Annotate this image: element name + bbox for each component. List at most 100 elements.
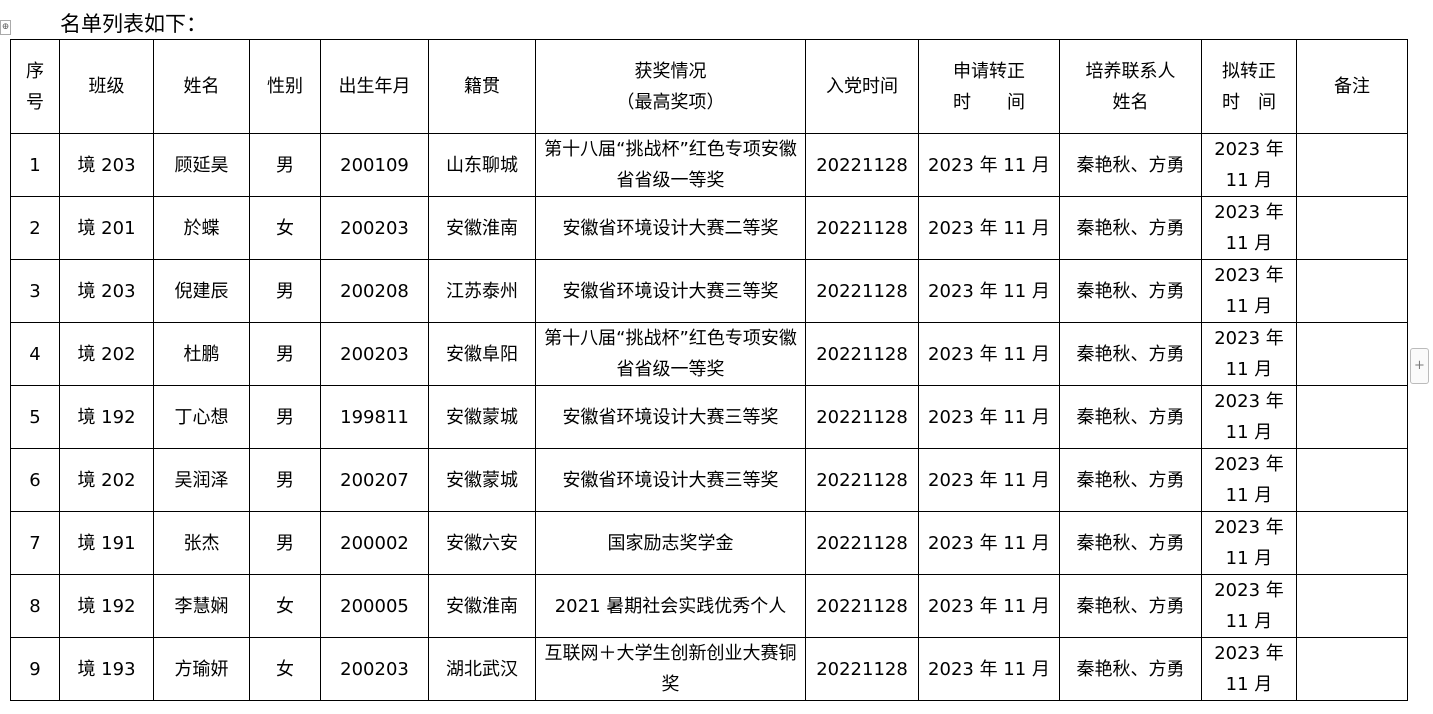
table-cell[interactable]: 秦艳秋、方勇 xyxy=(1059,259,1202,323)
table-cell[interactable]: 200207 xyxy=(320,448,429,512)
table-cell[interactable]: 20221128 xyxy=(805,196,919,260)
table-cell[interactable]: 境 201 xyxy=(59,196,154,260)
table-cell[interactable]: 男 xyxy=(249,511,321,575)
table-cell[interactable]: 20221128 xyxy=(805,637,919,701)
table-cell[interactable]: 20221128 xyxy=(805,385,919,449)
table-cell[interactable]: 2023 年 11 月 xyxy=(1201,259,1297,323)
table-cell[interactable] xyxy=(1296,574,1408,638)
table-cell[interactable]: 安徽淮南 xyxy=(428,574,536,638)
table-cell[interactable]: 於蝶 xyxy=(153,196,250,260)
table-cell[interactable]: 境 192 xyxy=(59,574,154,638)
table-cell[interactable]: 秦艳秋、方勇 xyxy=(1059,133,1202,197)
table-cell[interactable]: 秦艳秋、方勇 xyxy=(1059,637,1202,701)
table-cell[interactable]: 杜鹏 xyxy=(153,322,250,386)
table-cell[interactable]: 2023 年 11 月 xyxy=(918,637,1060,701)
table-cell[interactable]: 20221128 xyxy=(805,448,919,512)
table-cell[interactable]: 1 xyxy=(10,133,60,197)
table-cell[interactable]: 安徽省环境设计大赛三等奖 xyxy=(535,385,806,449)
table-cell[interactable] xyxy=(1296,637,1408,701)
table-cell[interactable]: 2 xyxy=(10,196,60,260)
table-cell[interactable]: 2023 年 11 月 xyxy=(1201,133,1297,197)
table-cell[interactable]: 倪建辰 xyxy=(153,259,250,323)
table-cell[interactable]: 200002 xyxy=(320,511,429,575)
table-cell[interactable]: 境 203 xyxy=(59,133,154,197)
table-cell[interactable]: 5 xyxy=(10,385,60,449)
table-cell[interactable]: 2023 年 11 月 xyxy=(1201,448,1297,512)
table-cell[interactable]: 200208 xyxy=(320,259,429,323)
table-cell[interactable]: 安徽六安 xyxy=(428,511,536,575)
table-cell[interactable]: 2023 年 11 月 xyxy=(918,385,1060,449)
table-cell[interactable]: 丁心想 xyxy=(153,385,250,449)
table-cell[interactable]: 2023 年 11 月 xyxy=(918,259,1060,323)
table-cell[interactable]: 安徽省环境设计大赛三等奖 xyxy=(535,448,806,512)
table-cell[interactable]: 2023 年 11 月 xyxy=(1201,511,1297,575)
table-cell[interactable] xyxy=(1296,511,1408,575)
table-cell[interactable]: 200203 xyxy=(320,637,429,701)
table-cell[interactable]: 境 193 xyxy=(59,637,154,701)
table-cell[interactable]: 秦艳秋、方勇 xyxy=(1059,574,1202,638)
table-cell[interactable]: 20221128 xyxy=(805,574,919,638)
table-cell[interactable]: 顾延昊 xyxy=(153,133,250,197)
table-cell[interactable] xyxy=(1296,259,1408,323)
table-cell[interactable]: 秦艳秋、方勇 xyxy=(1059,322,1202,386)
table-cell[interactable]: 互联网＋大学生创新创业大赛铜奖 xyxy=(535,637,806,701)
table-cell[interactable] xyxy=(1296,196,1408,260)
table-cell[interactable] xyxy=(1296,448,1408,512)
table-cell[interactable]: 安徽蒙城 xyxy=(428,448,536,512)
table-cell[interactable]: 境 191 xyxy=(59,511,154,575)
table-cell[interactable]: 2023 年 11 月 xyxy=(918,448,1060,512)
table-cell[interactable]: 男 xyxy=(249,322,321,386)
table-cell[interactable]: 秦艳秋、方勇 xyxy=(1059,511,1202,575)
table-cell[interactable]: 吴润泽 xyxy=(153,448,250,512)
table-cell[interactable]: 境 203 xyxy=(59,259,154,323)
table-cell[interactable]: 2023 年 11 月 xyxy=(918,196,1060,260)
table-cell[interactable]: 男 xyxy=(249,385,321,449)
table-cell[interactable]: 第十八届“挑战杯”红色专项安徽省省级一等奖 xyxy=(535,322,806,386)
table-cell[interactable]: 2023 年 11 月 xyxy=(918,133,1060,197)
table-cell[interactable] xyxy=(1296,133,1408,197)
table-cell[interactable]: 张杰 xyxy=(153,511,250,575)
table-cell[interactable]: 男 xyxy=(249,133,321,197)
table-cell[interactable]: 200005 xyxy=(320,574,429,638)
add-column-plus-icon[interactable]: + xyxy=(1410,348,1429,384)
table-cell[interactable]: 安徽省环境设计大赛二等奖 xyxy=(535,196,806,260)
table-cell[interactable]: 男 xyxy=(249,448,321,512)
table-cell[interactable]: 2023 年 11 月 xyxy=(918,322,1060,386)
table-cell[interactable]: 境 202 xyxy=(59,448,154,512)
table-move-handle-icon[interactable]: ⊕ xyxy=(0,20,11,35)
table-cell[interactable]: 安徽阜阳 xyxy=(428,322,536,386)
table-cell[interactable]: 江苏泰州 xyxy=(428,259,536,323)
table-cell[interactable]: 国家励志奖学金 xyxy=(535,511,806,575)
table-cell[interactable]: 2023 年 11 月 xyxy=(1201,196,1297,260)
table-cell[interactable]: 安徽蒙城 xyxy=(428,385,536,449)
table-cell[interactable]: 李慧娴 xyxy=(153,574,250,638)
table-cell[interactable]: 女 xyxy=(249,574,321,638)
table-cell[interactable]: 第十八届“挑战杯”红色专项安徽省省级一等奖 xyxy=(535,133,806,197)
table-cell[interactable]: 秦艳秋、方勇 xyxy=(1059,448,1202,512)
table-cell[interactable]: 境 202 xyxy=(59,322,154,386)
table-cell[interactable]: 2023 年 11 月 xyxy=(918,511,1060,575)
table-cell[interactable]: 女 xyxy=(249,196,321,260)
table-cell[interactable]: 2023 年 11 月 xyxy=(1201,322,1297,386)
table-cell[interactable] xyxy=(1296,385,1408,449)
table-cell[interactable]: 方瑜妍 xyxy=(153,637,250,701)
table-cell[interactable]: 20221128 xyxy=(805,133,919,197)
table-cell[interactable]: 秦艳秋、方勇 xyxy=(1059,196,1202,260)
table-cell[interactable] xyxy=(1296,322,1408,386)
table-cell[interactable]: 2023 年 11 月 xyxy=(1201,637,1297,701)
table-cell[interactable]: 200203 xyxy=(320,196,429,260)
table-cell[interactable]: 安徽省环境设计大赛三等奖 xyxy=(535,259,806,323)
table-cell[interactable]: 199811 xyxy=(320,385,429,449)
table-cell[interactable]: 9 xyxy=(10,637,60,701)
table-cell[interactable]: 秦艳秋、方勇 xyxy=(1059,385,1202,449)
table-cell[interactable]: 安徽淮南 xyxy=(428,196,536,260)
table-cell[interactable]: 6 xyxy=(10,448,60,512)
table-cell[interactable]: 3 xyxy=(10,259,60,323)
table-cell[interactable]: 2021 暑期社会实践优秀个人 xyxy=(535,574,806,638)
table-cell[interactable]: 男 xyxy=(249,259,321,323)
table-cell[interactable]: 境 192 xyxy=(59,385,154,449)
table-cell[interactable]: 山东聊城 xyxy=(428,133,536,197)
table-cell[interactable]: 8 xyxy=(10,574,60,638)
table-cell[interactable]: 200109 xyxy=(320,133,429,197)
table-cell[interactable]: 200203 xyxy=(320,322,429,386)
